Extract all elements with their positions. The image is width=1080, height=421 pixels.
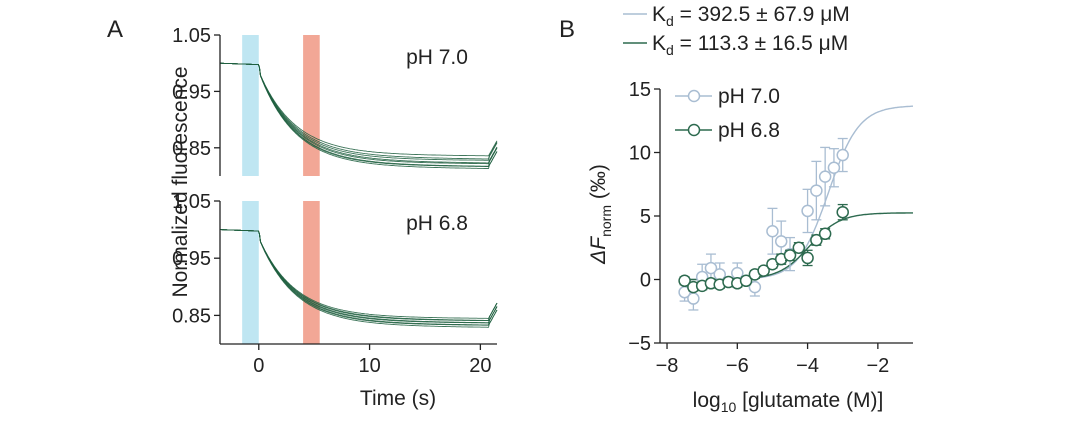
- legend-label: pH 6.8: [718, 119, 780, 142]
- y-tick-label: 0.95: [172, 248, 211, 270]
- panel-label-a: A: [107, 16, 123, 43]
- legend-label: pH 7.0: [718, 85, 780, 108]
- data-point: [704, 261, 718, 275]
- data-point: [739, 274, 753, 288]
- data-point: [687, 292, 700, 305]
- y-tick-label: 0: [640, 270, 651, 292]
- legend-marker: [687, 123, 701, 137]
- y-tick-label: 1.05: [172, 191, 211, 213]
- x-tick-label: 10: [358, 355, 380, 377]
- legend-marker: [687, 89, 701, 103]
- panel-a-xlabel: Time (s): [360, 387, 436, 410]
- x-tick-label: −2: [866, 355, 889, 377]
- trace-line: [220, 62, 498, 169]
- data-point: [774, 235, 788, 248]
- stim-bar-blue: [242, 35, 259, 176]
- data-point: [757, 264, 770, 277]
- x-tick-label: −8: [656, 355, 679, 377]
- data-point: [766, 224, 779, 238]
- y-tick-label: 0.95: [172, 81, 211, 103]
- panel-a-ylabel: Normalized fluorescence: [169, 66, 192, 297]
- fit-legend-text-ph70: Kd = 392.5 ± 67.9 μM: [652, 3, 850, 29]
- data-point: [836, 148, 849, 162]
- y-tick-label: −5: [628, 333, 651, 355]
- data-point: [836, 205, 849, 219]
- panel-a-bottom-plot: 1.05 0.95 0.85 pH 6.8 0 10 20: [172, 191, 498, 377]
- data-point: [810, 233, 823, 247]
- data-point: [827, 161, 841, 174]
- panel-b-xlabel: log10 [glutamate (M)]: [693, 389, 884, 415]
- data-point: [678, 274, 691, 288]
- x-tick-label: 20: [469, 355, 491, 377]
- x-tick-label: 0: [253, 355, 264, 377]
- panel-a-top-plot: 1.05 0.95 0.85 pH 7.0: [172, 25, 498, 176]
- stim-bar-blue: [242, 201, 259, 344]
- panel-label-b: B: [559, 16, 575, 43]
- data-point: [801, 204, 814, 218]
- fit-legend: Kd = 392.5 ± 67.9 μM Kd = 113.3 ± 16.5 μ…: [623, 3, 850, 58]
- x-tick-label: −4: [796, 355, 819, 377]
- stim-bar-red: [303, 201, 320, 344]
- x-tick-label: −6: [726, 355, 749, 377]
- panel-b-ylabel: ΔFnorm (‰): [587, 164, 614, 265]
- data-point: [792, 241, 806, 254]
- fit-legend-text-ph68: Kd = 113.3 ± 16.5 μM: [652, 32, 848, 58]
- y-tick-label: 0.85: [172, 305, 211, 327]
- data-point: [818, 227, 832, 241]
- subplot-label: pH 6.8: [406, 212, 468, 235]
- y-tick-label: 5: [640, 206, 651, 228]
- y-tick-label: 10: [629, 143, 651, 165]
- stim-bar-red: [303, 35, 320, 176]
- data-point: [818, 170, 832, 183]
- data-point: [801, 251, 814, 265]
- trace-line: [220, 229, 498, 328]
- subplot-label: pH 7.0: [406, 46, 468, 69]
- data-point: [748, 280, 762, 294]
- y-tick-label: 0.85: [172, 138, 211, 160]
- y-tick-label: 15: [629, 79, 651, 101]
- data-point: [783, 249, 797, 262]
- y-tick-label: 1.05: [172, 25, 211, 47]
- data-point: [810, 184, 823, 197]
- panel-b-plot: −5 0 5 10 15 −8 −6 −4 −2 pH 7.0 pH 6.8: [628, 79, 913, 377]
